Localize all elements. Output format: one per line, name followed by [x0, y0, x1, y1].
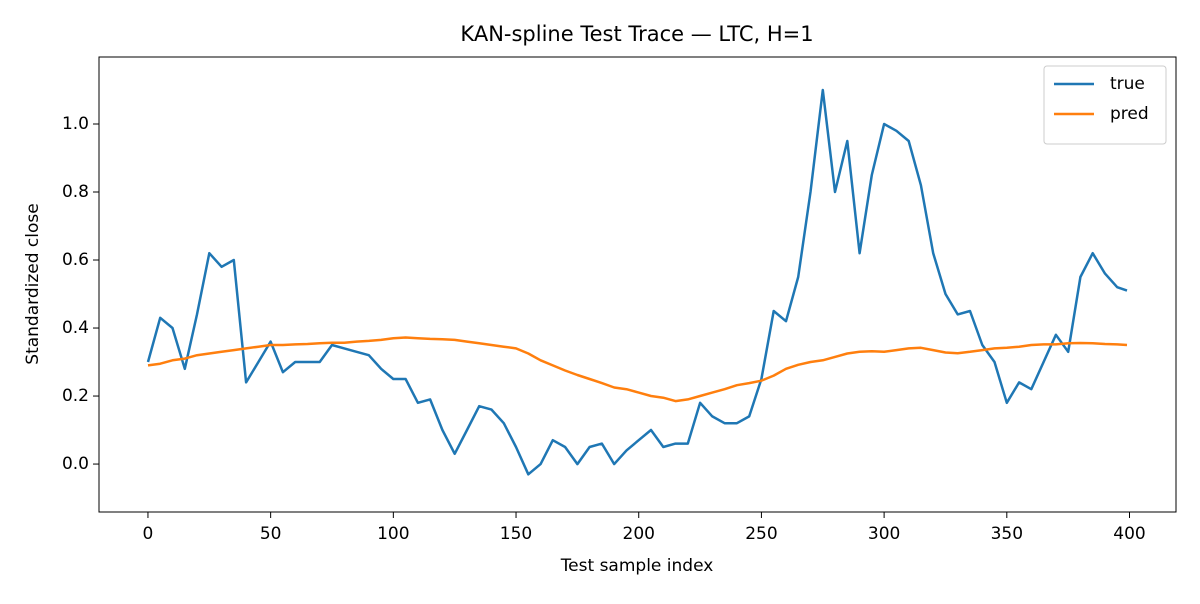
x-tick-label: 150	[500, 524, 532, 544]
y-tick-label: 0.8	[62, 182, 89, 202]
y-tick-label: 0.4	[62, 318, 89, 338]
y-tick-label: 0.2	[62, 386, 89, 406]
x-tick-label: 50	[260, 524, 282, 544]
x-tick-label: 250	[745, 524, 777, 544]
x-tick-label: 0	[143, 524, 154, 544]
plot-frame	[98, 56, 1177, 513]
series-line	[147, 336, 1128, 403]
x-axis-label: Test sample index	[560, 556, 714, 576]
legend-label: pred	[1110, 104, 1149, 124]
x-tick-label: 100	[377, 524, 409, 544]
legend-box	[1043, 65, 1167, 145]
y-tick-label: 0.6	[62, 250, 89, 270]
x-tick-label: 200	[623, 524, 655, 544]
y-tick-label: 0.0	[62, 454, 89, 474]
x-tick-label: 400	[1113, 524, 1145, 544]
series-line	[146, 88, 1128, 476]
x-tick-label: 300	[868, 524, 900, 544]
chart-title: KAN-spline Test Trace — LTC, H=1	[460, 22, 813, 46]
y-axis-label: Standardized close	[23, 203, 43, 364]
y-tick-label: 1.0	[62, 114, 89, 134]
x-tick-label: 350	[991, 524, 1023, 544]
legend-label: true	[1110, 74, 1145, 94]
